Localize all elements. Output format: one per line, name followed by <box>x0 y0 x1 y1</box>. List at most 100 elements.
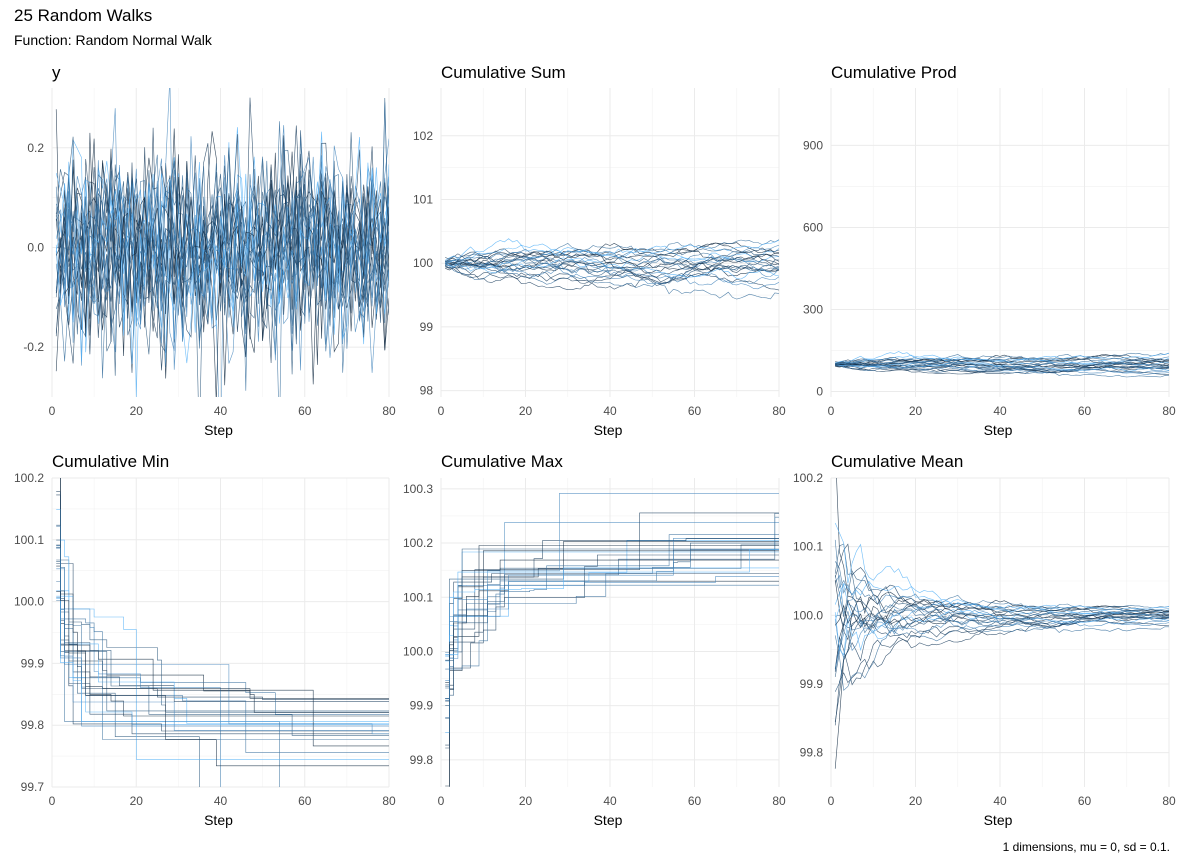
series-line-24 <box>445 549 779 655</box>
series-line-8 <box>56 491 389 735</box>
series-line-16 <box>835 364 1169 378</box>
y-tick-label: 100.2 <box>403 536 433 550</box>
series-line-17 <box>445 244 779 285</box>
y-tick-label: 99.8 <box>410 753 434 767</box>
y-tick-label: 99.9 <box>410 699 434 713</box>
y-tick-label: 100 <box>413 256 433 270</box>
x-tick-label: 0 <box>438 404 445 418</box>
series-line-3 <box>834 543 1169 632</box>
series-line-25 <box>445 251 779 269</box>
series-line-18 <box>55 157 389 397</box>
y-tick-label: 100.0 <box>793 608 823 622</box>
series-line-23 <box>835 364 1169 375</box>
series-line-16 <box>445 516 779 670</box>
series-line-24 <box>56 598 389 722</box>
series-line-12 <box>445 551 779 733</box>
x-tick-label: 40 <box>603 404 617 418</box>
panel-2: Cumulative Sum 0 20 40 60 80 98 99 100 101 102 Step <box>413 63 786 438</box>
series-line-9 <box>56 539 389 713</box>
y-tick-label: 100.1 <box>14 533 44 547</box>
y-tick-label: 100.0 <box>14 595 44 609</box>
series-line-12 <box>834 522 1169 616</box>
series-line-15 <box>56 524 389 712</box>
series-line-14 <box>834 613 1169 723</box>
series-line-18 <box>445 567 779 657</box>
series-line-18 <box>56 595 389 760</box>
panel-1: y 0 20 40 60 80 -0.2 0.0 0.2 Step <box>23 63 396 438</box>
y-tick-label: 99.8 <box>800 746 824 760</box>
panel-3: Cumulative Prod 0 20 40 60 80 0 300 600 900 Step <box>803 63 1176 438</box>
series-line-6 <box>834 583 1169 639</box>
series-line-4 <box>445 248 779 272</box>
series-line-22 <box>834 539 1169 626</box>
x-tick-label: 80 <box>1162 794 1176 808</box>
series-line-12 <box>445 238 779 263</box>
x-axis-label: Step <box>204 812 233 828</box>
panel-title: Cumulative Min <box>52 452 169 471</box>
series-line-11 <box>56 568 389 735</box>
x-tick-label: 40 <box>993 404 1007 418</box>
y-tick-label: 300 <box>803 302 823 316</box>
series-line-17 <box>56 597 389 727</box>
series-line-14 <box>445 512 779 746</box>
series-line-24 <box>445 257 779 280</box>
series-line-21 <box>56 561 389 736</box>
y-tick-label: 900 <box>803 138 823 152</box>
series-line-23 <box>445 493 779 699</box>
series-line-21 <box>445 248 779 270</box>
series-line-10 <box>445 239 779 269</box>
series-line-7 <box>60 478 389 717</box>
series-line-13 <box>55 148 389 385</box>
series-line-1 <box>449 580 779 787</box>
y-tick-label: 99 <box>420 320 434 334</box>
x-tick-label: 80 <box>1162 404 1176 418</box>
series-line-7 <box>445 242 779 271</box>
series-line-14 <box>55 97 389 341</box>
y-tick-label: 100.2 <box>14 471 44 485</box>
panel-title: Cumulative Sum <box>441 63 566 82</box>
series-line-16 <box>834 626 1169 691</box>
series-line-8 <box>445 266 779 291</box>
series-line-8 <box>445 554 779 749</box>
panel-title: Cumulative Mean <box>831 452 963 471</box>
series-line-24 <box>835 361 1169 372</box>
series-line-7 <box>445 541 779 787</box>
x-tick-label: 80 <box>772 404 786 418</box>
series-line-23 <box>56 547 389 731</box>
y-tick-label: 0.2 <box>27 141 44 155</box>
panel-title: Cumulative Prod <box>831 63 957 82</box>
series-line-4 <box>835 593 1169 631</box>
panel-title: y <box>52 63 61 82</box>
x-tick-label: 60 <box>1078 404 1092 418</box>
series-line-20 <box>835 357 1169 373</box>
series-line-8 <box>835 365 1169 375</box>
x-tick-label: 80 <box>382 404 396 418</box>
x-tick-label: 60 <box>688 794 702 808</box>
series-line-20 <box>56 544 389 732</box>
series-line-14 <box>445 258 779 290</box>
x-tick-label: 40 <box>214 794 228 808</box>
y-tick-label: 0 <box>816 385 823 399</box>
series-line-12 <box>835 351 1169 366</box>
x-tick-label: 40 <box>214 404 228 418</box>
series-line-21 <box>445 548 779 687</box>
series-line-20 <box>445 247 779 284</box>
x-tick-label: 60 <box>1078 794 1092 808</box>
series-line-24 <box>55 136 389 362</box>
x-tick-label: 80 <box>382 794 396 808</box>
series-line-25 <box>445 545 779 661</box>
series-line-13 <box>56 565 389 747</box>
y-tick-label: 100.3 <box>403 482 433 496</box>
series-line-10 <box>445 534 779 700</box>
series-line-10 <box>834 561 1169 634</box>
series-line-5 <box>834 574 1169 672</box>
series-line-3 <box>55 132 389 397</box>
series-line-1 <box>60 478 389 699</box>
series-line-13 <box>445 559 779 683</box>
y-tick-label: 100.2 <box>793 471 823 485</box>
x-axis-label: Step <box>594 812 623 828</box>
series-line-4 <box>445 584 779 653</box>
series-line-25 <box>835 358 1169 368</box>
x-axis-label: Step <box>204 422 233 438</box>
x-tick-label: 60 <box>688 404 702 418</box>
